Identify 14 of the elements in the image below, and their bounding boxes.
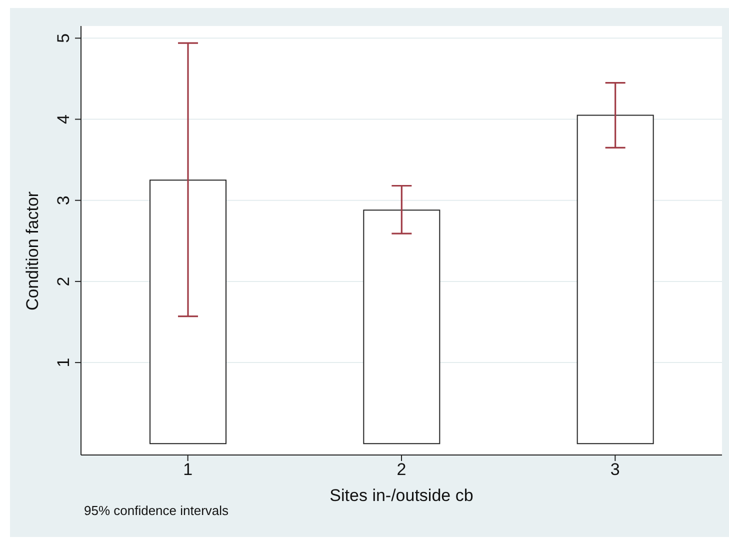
- y-tick-label: 1: [54, 358, 73, 368]
- x-tick-label: 2: [396, 460, 406, 480]
- bar: [576, 114, 654, 444]
- x-axis-title: Sites in-/outside cb: [330, 486, 474, 506]
- y-tick-label: 4: [54, 114, 73, 124]
- y-axis-title: Condition factor: [23, 191, 42, 310]
- y-tick-label: 3: [54, 196, 73, 206]
- bar: [150, 180, 226, 444]
- y-tick-label: 5: [54, 33, 73, 43]
- x-tick-label: 3: [610, 460, 620, 480]
- text: 95% confidence intervals: [84, 503, 229, 518]
- y-tick-label: 2: [54, 276, 73, 286]
- x-tick-label: 1: [183, 460, 193, 480]
- bar: [363, 210, 440, 444]
